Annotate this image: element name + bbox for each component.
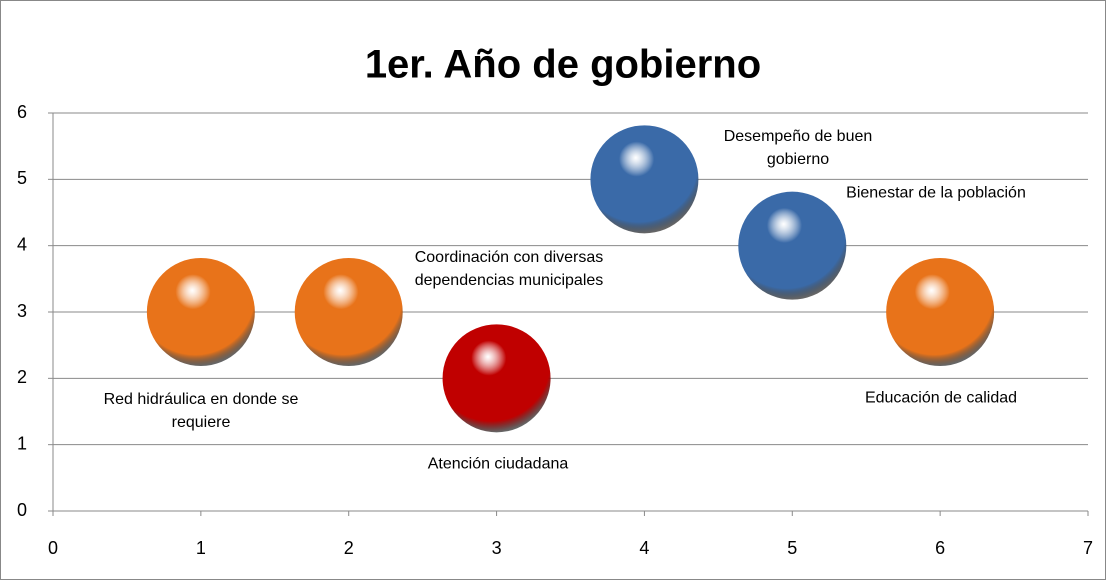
x-tick-label: 6 (935, 538, 945, 558)
y-tick-label: 3 (17, 301, 27, 321)
y-tick-label: 6 (17, 102, 27, 122)
x-tick-label: 4 (639, 538, 649, 558)
y-tick-label: 1 (17, 433, 27, 453)
bubble (294, 258, 403, 366)
data-label: Atención ciudadana (427, 455, 569, 473)
data-label: Bienestar de la población (846, 184, 1026, 202)
x-tick-label: 2 (344, 538, 354, 558)
bubble (886, 258, 995, 366)
x-tick-label: 7 (1083, 538, 1093, 558)
data-label: Educación de calidad (864, 389, 1018, 407)
y-tick-label: 2 (17, 367, 27, 387)
bubble (146, 258, 255, 366)
y-tick-label: 4 (17, 234, 27, 254)
x-tick-label: 0 (48, 538, 58, 558)
data-label: Desempeño de buen gobierno (723, 128, 873, 168)
y-tick-label: 5 (17, 168, 27, 188)
bubble (590, 125, 699, 234)
bubble (738, 191, 847, 300)
x-tick-label: 1 (196, 538, 206, 558)
data-label: Coordinación con diversas dependencias m… (414, 249, 604, 289)
y-tick-label: 0 (17, 500, 27, 520)
data-label: Red hidráulica en donde se requiere (103, 391, 299, 431)
x-tick-label: 5 (787, 538, 797, 558)
x-tick-label: 3 (492, 538, 502, 558)
chart-title: 1er. Año de gobierno (365, 43, 761, 87)
bubble (442, 324, 551, 433)
